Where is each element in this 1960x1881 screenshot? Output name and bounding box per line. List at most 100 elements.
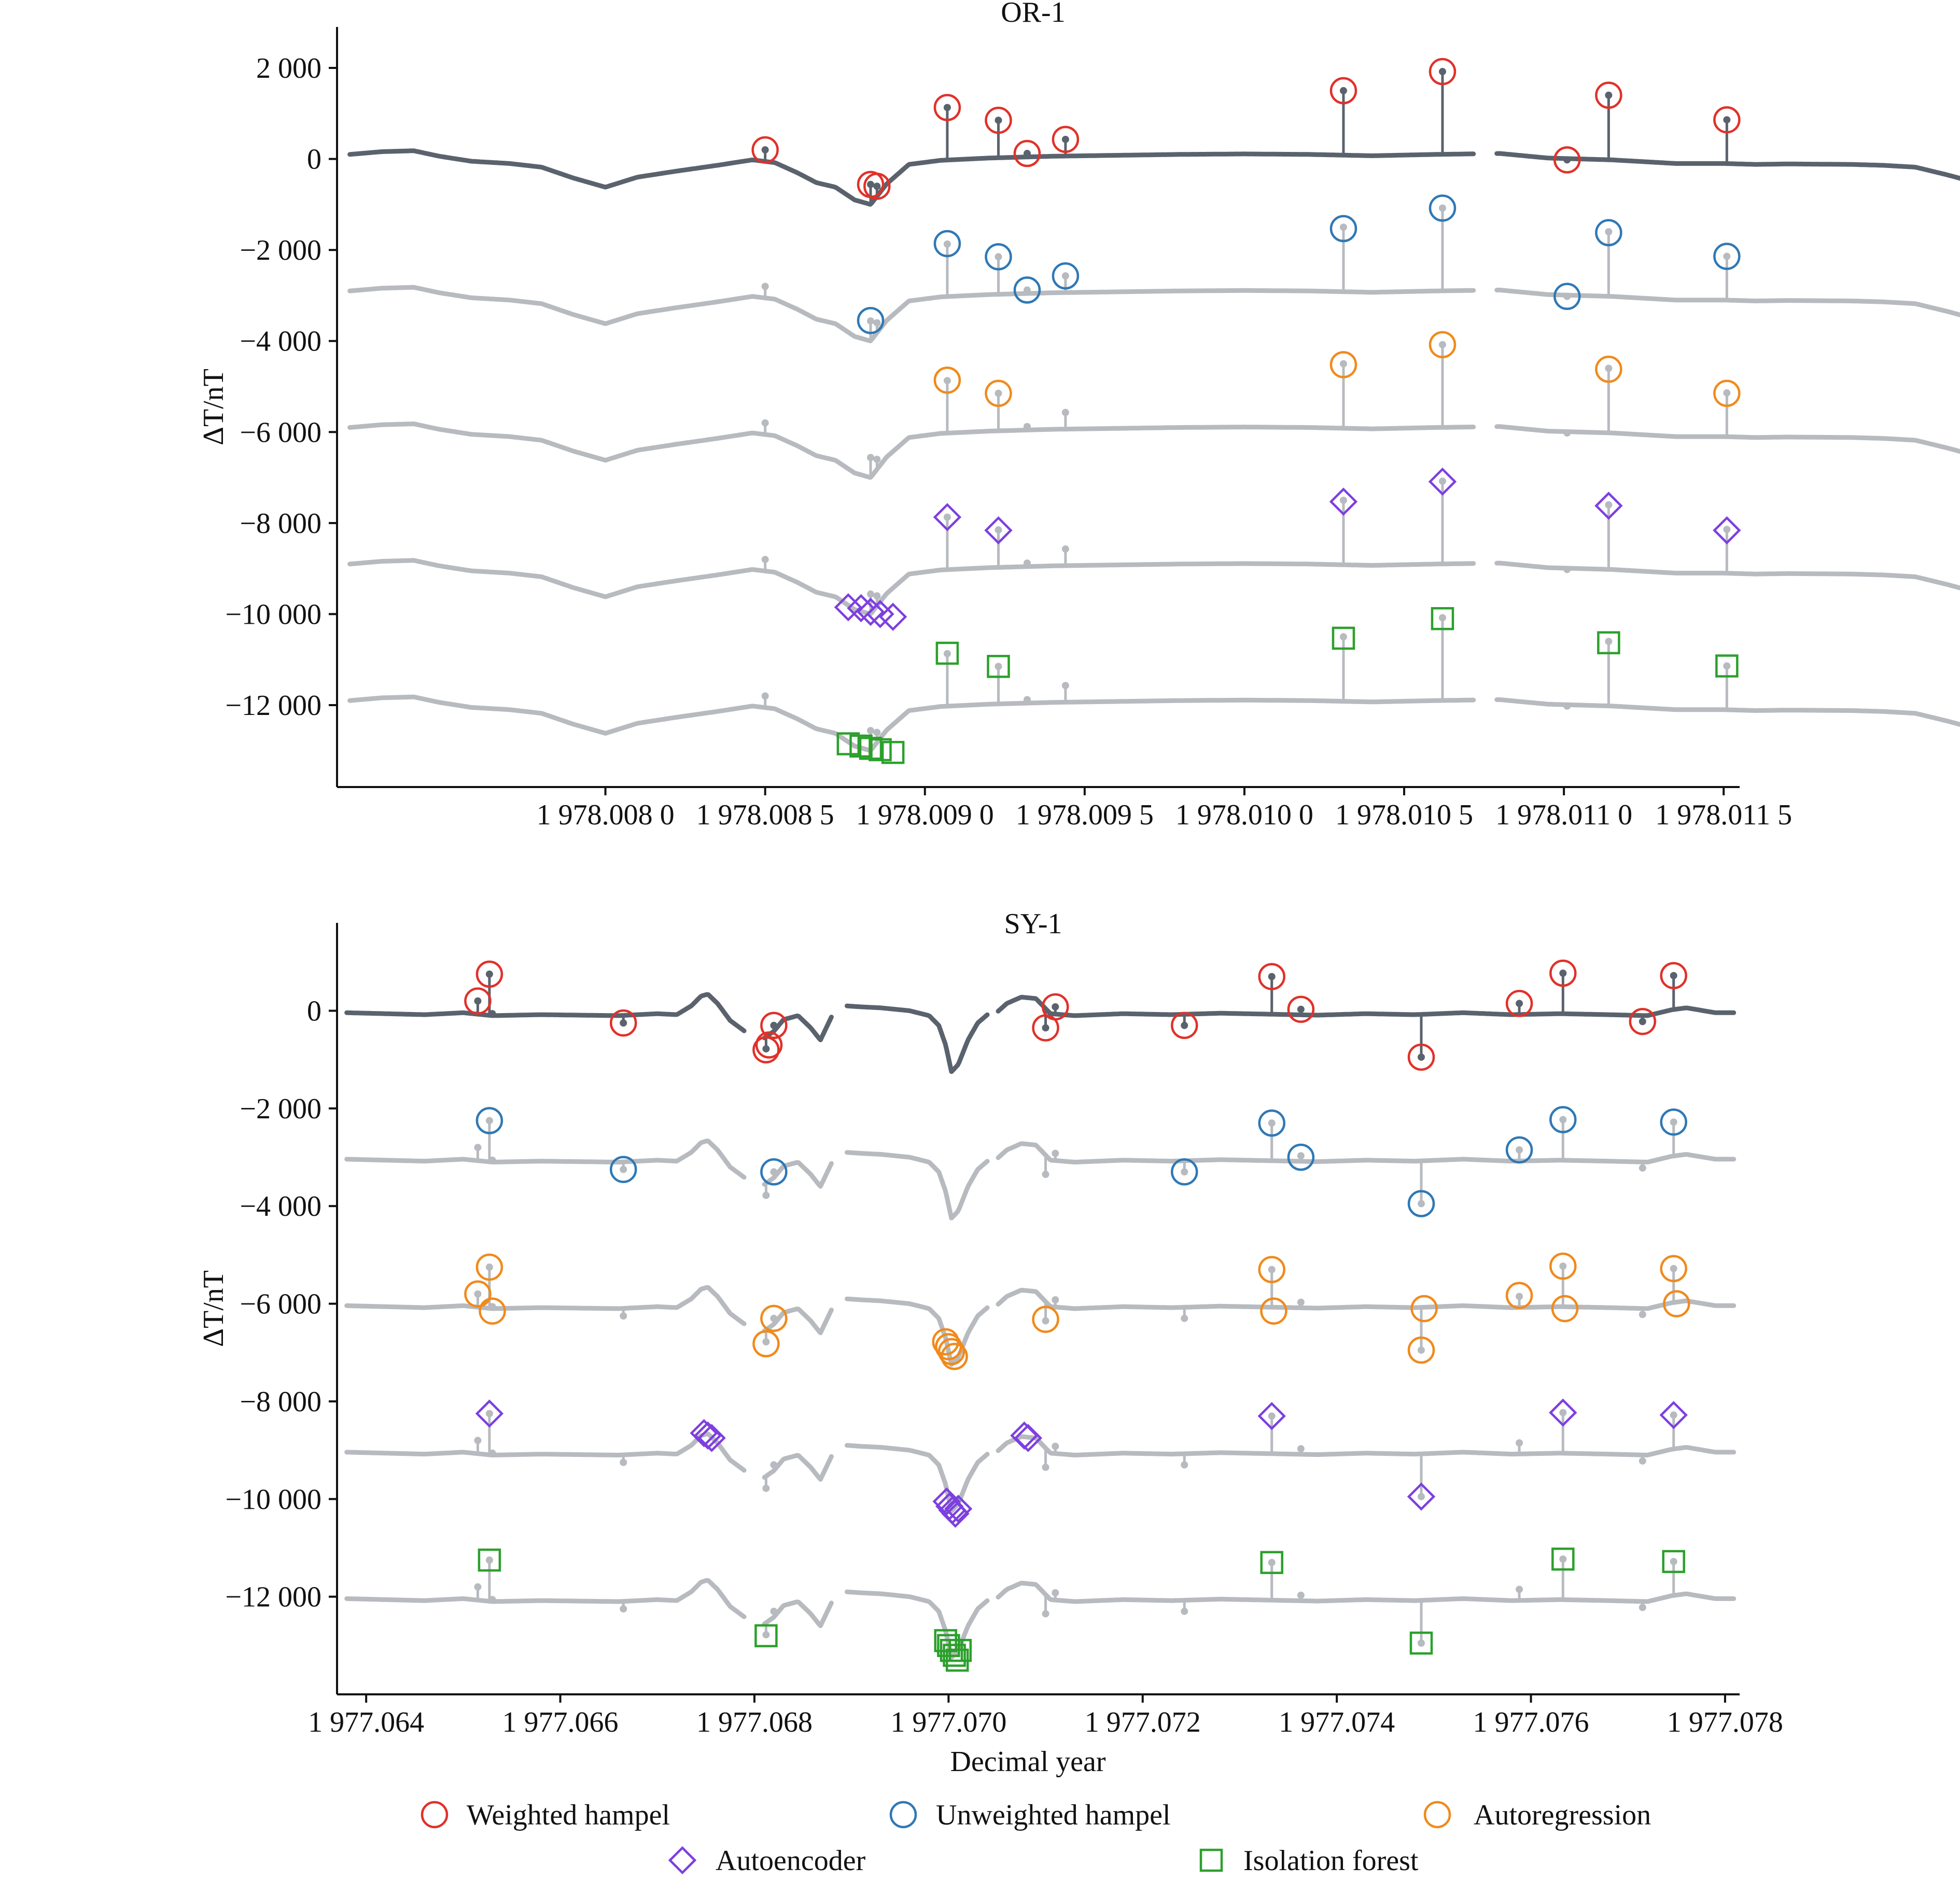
series-line [344, 1285, 1737, 1367]
diamond-icon [668, 1846, 697, 1875]
detections-isolation_forest [478, 1547, 1685, 1672]
spike-point [943, 104, 951, 111]
y-tick-label: −12 000 [225, 1581, 321, 1613]
spike-point [995, 663, 1002, 670]
autoencoder-marker [1407, 1482, 1436, 1511]
spike-point [762, 1338, 770, 1346]
spike-point [1023, 286, 1031, 294]
spike-point [1563, 429, 1571, 437]
spike-point [1563, 156, 1571, 164]
detections-weighted_hampel [751, 58, 1741, 200]
spike-point [485, 1263, 493, 1271]
legend-item-autoregression: Autoregression [1423, 1799, 1651, 1831]
isolation-forest-marker [1260, 1551, 1283, 1574]
spike-point [1268, 1559, 1276, 1566]
y-tick-label: −4 000 [240, 326, 321, 358]
spike-point [474, 997, 482, 1005]
x-tick-label: 1 977.064 [308, 1706, 424, 1738]
detections-unweighted_hampel [857, 194, 1741, 334]
spike-point [474, 1144, 482, 1152]
spike-point [485, 1117, 493, 1125]
series-line [344, 992, 1737, 1074]
spike-point [995, 116, 1002, 124]
spike-point [1181, 1461, 1188, 1469]
legend-label: Isolation forest [1243, 1845, 1419, 1877]
autoencoder-marker [856, 597, 885, 626]
spike-point [1516, 1439, 1523, 1447]
unweighted-hampel-marker [1660, 1108, 1687, 1136]
y-tick-label: −6 000 [240, 1288, 321, 1321]
autoencoder-marker [475, 1399, 504, 1428]
spike-point [1417, 1493, 1425, 1500]
spike-point [1516, 1146, 1523, 1154]
weighted-hampel-marker [1287, 995, 1315, 1023]
weighted-hampel-marker [985, 106, 1012, 134]
series-line [347, 558, 1960, 616]
spike-point [1723, 662, 1731, 670]
spike-point [1339, 633, 1347, 641]
spike-point [1639, 1311, 1646, 1318]
series-line [347, 285, 1960, 344]
y-tick-label: −8 000 [240, 1386, 321, 1418]
weighted-hampel-marker [1553, 146, 1581, 174]
spike-point [1559, 1409, 1567, 1416]
spike-point [1559, 970, 1567, 977]
spike-point [1670, 1265, 1677, 1272]
autoregression-marker [1429, 331, 1457, 358]
weighted-hampel-marker [1549, 959, 1577, 987]
spike-point [1181, 1021, 1188, 1029]
unweighted-hampel-marker [1595, 219, 1622, 247]
legend-item-unweighted-hampel: Unweighted hampel [889, 1799, 1171, 1831]
spike-point [1639, 1457, 1646, 1465]
square-icon [1199, 1848, 1223, 1872]
unweighted-hampel-marker [1258, 1109, 1285, 1137]
spike-point [1268, 973, 1276, 980]
detections-unweighted_hampel [475, 1106, 1687, 1217]
spike-point [1516, 1293, 1523, 1300]
autoregression-marker [752, 1330, 780, 1358]
isolation-forest-marker [754, 1624, 778, 1648]
x-tick-label: 1 977.074 [1279, 1706, 1395, 1738]
spike-point [1061, 682, 1069, 690]
spike-point [1297, 1298, 1305, 1306]
unweighted-hampel-marker [1713, 243, 1741, 270]
spike-point [1061, 409, 1069, 416]
autoencoder-marker [1257, 1402, 1286, 1430]
weighted-hampel-marker [760, 1012, 788, 1040]
autoencoder-marker [1549, 1398, 1577, 1427]
spike-point [488, 1010, 496, 1018]
spike-point [762, 1631, 770, 1639]
spike-point [1268, 1266, 1276, 1273]
spike-point [1023, 150, 1031, 158]
autoregression-marker [1410, 1295, 1438, 1323]
spike-point [1181, 1607, 1188, 1615]
legend: Weighted hampel Unweighted hampel Autoregr… [421, 1799, 1651, 1877]
spike-point [770, 1021, 778, 1029]
spike-point [867, 317, 875, 325]
spike-point [995, 526, 1002, 534]
spike-point [620, 1312, 627, 1320]
spike-point [1417, 1639, 1425, 1647]
unweighted-hampel-marker [1407, 1190, 1435, 1217]
spike-point [1563, 566, 1571, 573]
chart-title: OR-1 [1001, 0, 1065, 29]
spike-point [1516, 1585, 1523, 1593]
spike-point [1605, 364, 1613, 372]
x-tick-label: 1 977.070 [890, 1706, 1006, 1738]
spike-point [1181, 1168, 1188, 1176]
legend-item-autoencoder: Autoencoder [668, 1845, 866, 1877]
unweighted-hampel-marker [1553, 283, 1581, 310]
spike-point [943, 650, 951, 657]
spike-point [488, 1156, 496, 1164]
y-tick-label: −8 000 [240, 508, 321, 540]
series-trace-weighted_hampel [347, 68, 1960, 207]
spike-point [485, 1410, 493, 1417]
spike-point [1639, 1604, 1646, 1611]
spike-point [1023, 423, 1031, 430]
weighted-hampel-marker [1258, 963, 1285, 990]
spike-point [1559, 1262, 1567, 1270]
spike-point [1042, 1464, 1049, 1471]
spike-point [1061, 545, 1069, 553]
spike-point [1605, 638, 1613, 645]
autoregression-marker [1663, 1290, 1690, 1317]
